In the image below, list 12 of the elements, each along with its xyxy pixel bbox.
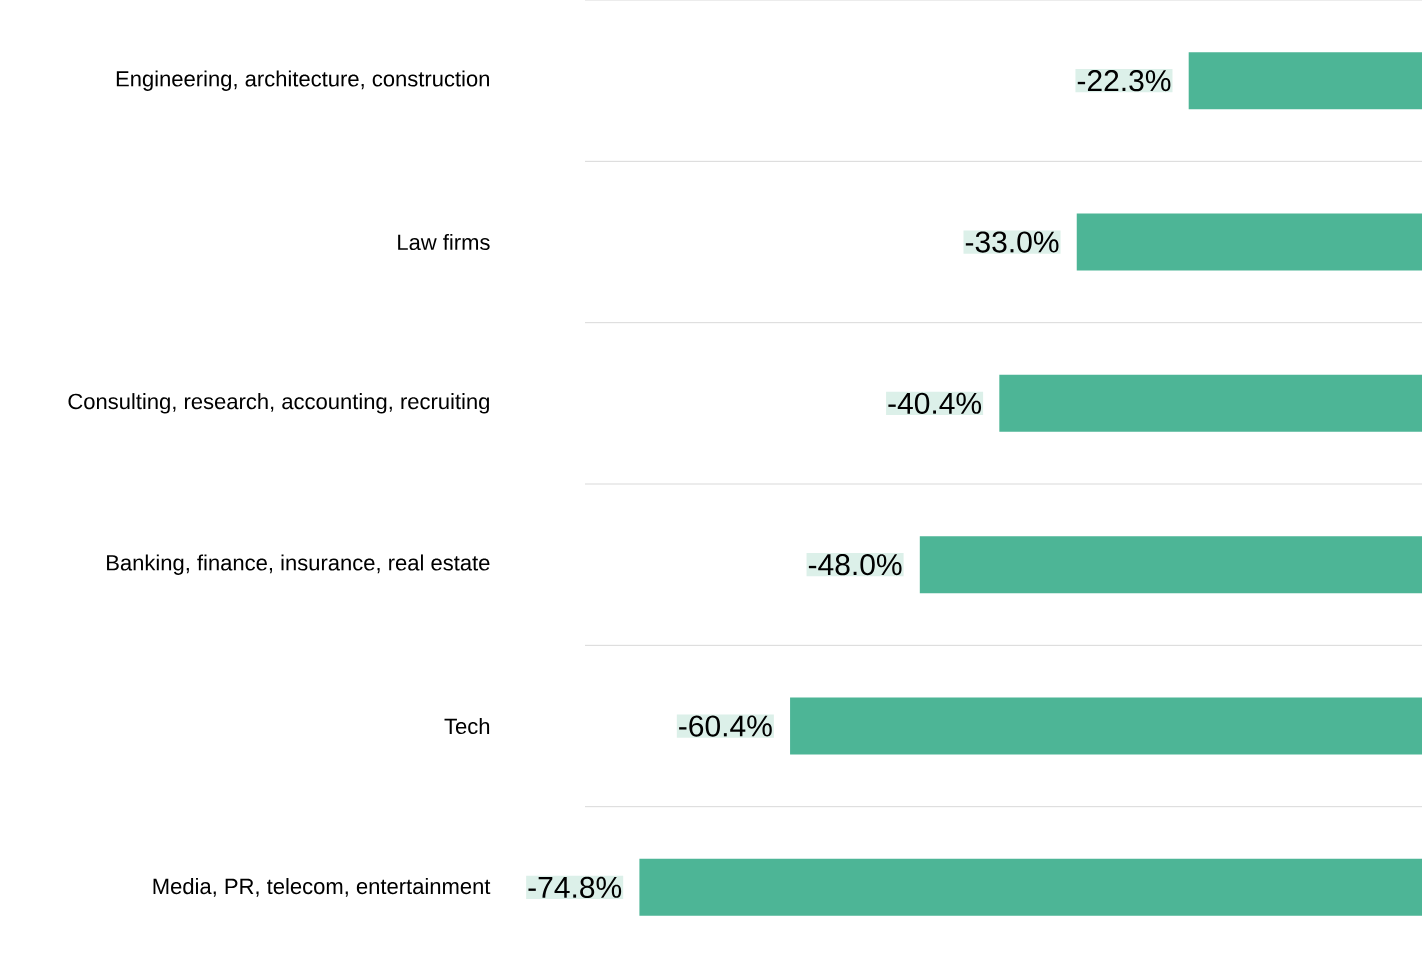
y-tick-label: Media, PR, telecom, entertainment <box>153 877 491 897</box>
y-tick-label: Consulting, research, accounting, recruiting <box>68 393 489 414</box>
y-tick-label: Law firms <box>398 233 490 251</box>
y-tick-label: Engineering, architecture, construction <box>116 70 489 91</box>
data-label: -22.3% <box>1077 70 1171 92</box>
data-label: -48.0% <box>808 554 902 576</box>
y-tick-label: Tech <box>444 717 490 735</box>
data-label: -74.8% <box>528 876 622 898</box>
y-tick-label: Banking, finance, insurance, real estate <box>107 554 490 575</box>
data-label: -60.4% <box>679 715 772 737</box>
data-label: -33.0% <box>965 231 1059 253</box>
data-label: -40.4% <box>888 392 982 414</box>
